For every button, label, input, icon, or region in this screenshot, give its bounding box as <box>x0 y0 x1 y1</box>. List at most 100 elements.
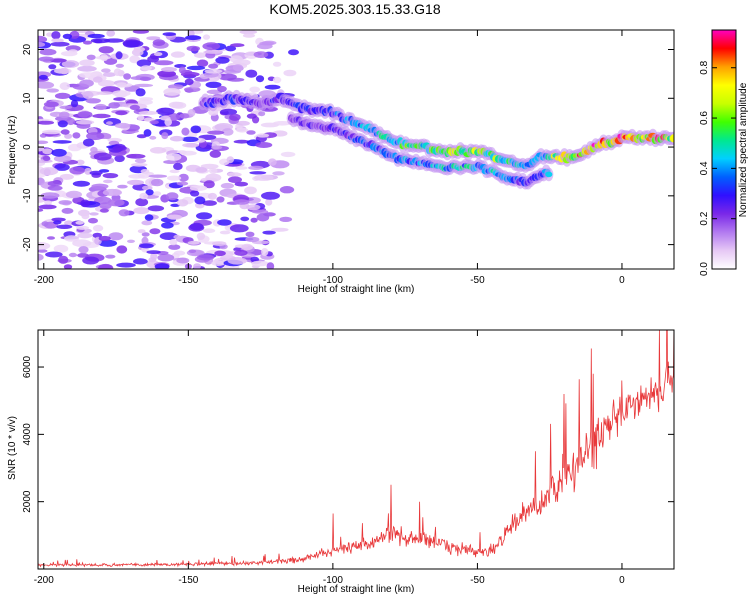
spectrogram-noise-blob <box>141 220 153 226</box>
spectrogram-noise-blob <box>128 174 145 179</box>
spectrogram-noise-blob <box>77 232 93 239</box>
spectrogram-noise-blob <box>151 178 164 187</box>
snr-series-line <box>38 330 674 568</box>
spectrogram-noise-blob <box>173 162 183 170</box>
spectrogram-noise-blob <box>89 212 99 216</box>
spectrogram-noise-blob <box>154 263 170 269</box>
spectrogram-noise-blob <box>75 119 95 125</box>
spectrogram-noise-blob <box>133 258 148 265</box>
spectrogram-noise-blob <box>66 117 76 126</box>
spectrogram-noise-blob <box>219 230 231 235</box>
snr-plot-area <box>38 330 674 569</box>
spectrogram-noise-blob <box>136 134 147 139</box>
spectrogram-noise-blob <box>167 175 182 181</box>
spectrogram-noise-blob <box>139 76 152 81</box>
spectrogram-noise-blob <box>176 181 189 186</box>
spectrogram-noise-blob <box>176 199 189 207</box>
spectrogram-noise-blob <box>141 232 150 237</box>
spectrogram-noise-blob <box>47 185 63 191</box>
spectrogram-noise-blob <box>61 60 80 68</box>
x-tick-label: 0 <box>619 575 625 586</box>
spectrogram-noise-blob <box>96 91 113 95</box>
spectrogram-noise-blob <box>196 212 213 220</box>
spectrogram-noise-blob <box>195 167 208 173</box>
spectrogram-noise-blob <box>228 176 242 183</box>
spectrogram-noise-blob <box>149 135 157 140</box>
spectrogram-noise-blob <box>196 254 215 261</box>
spectrogram-frame <box>37 29 675 270</box>
spectrogram-noise-blob <box>208 167 218 174</box>
spectrogram-noise-blob <box>86 54 96 60</box>
spectrogram-noise-blob <box>220 108 238 116</box>
spectrogram-noise-blob <box>283 69 297 77</box>
spectrogram-noise-blob <box>157 70 177 78</box>
spectrogram-noise-blob <box>240 216 250 222</box>
spectrogram-noise-blob <box>264 84 281 90</box>
spectrogram-noise-blob <box>86 132 105 141</box>
spectrogram-noise-blob <box>168 244 181 250</box>
spectrogram-noise-blob <box>48 64 57 70</box>
spectrogram-noise-blob <box>114 155 125 163</box>
spectrogram-noise-blob <box>143 129 152 137</box>
spectrogram-noise-blob <box>159 232 178 241</box>
spectrogram-noise-blob <box>137 229 146 234</box>
spectrogram-noise-blob <box>54 92 71 99</box>
spectrogram-noise-blob <box>39 167 59 176</box>
y-tick-label: -20 <box>22 237 33 252</box>
spectrogram-noise-blob <box>166 214 183 220</box>
x-tick-label: -150 <box>178 275 198 286</box>
colorbar-gradient <box>711 29 737 270</box>
colorbar-tick-label: 0.4 <box>699 161 710 175</box>
spectrogram-noise-blob <box>115 51 123 60</box>
spectrogram-noise-blob <box>162 32 177 36</box>
x-tick-label: -50 <box>470 275 485 286</box>
spectrogram-noise-blob <box>56 224 73 229</box>
spectrogram-noise-blob <box>108 102 120 109</box>
spectrogram-noise-blob <box>245 231 255 237</box>
spectrogram-noise-blob <box>145 189 154 196</box>
spectrogram-noise-blob <box>173 250 186 256</box>
spectrogram-noise-blob <box>41 221 49 227</box>
spectrogram-noise-blob <box>221 128 234 136</box>
spectrogram-noise-blob <box>156 107 175 116</box>
spectrogram-noise-blob <box>112 145 127 151</box>
y-tick-label: 20 <box>22 44 33 56</box>
spectrogram-noise-blob <box>233 139 250 144</box>
spectrogram-noise-blob <box>190 125 202 134</box>
spectrogram-noise-blob <box>157 253 175 262</box>
spectrogram-noise-blob <box>94 103 107 111</box>
spectrogram-noise-blob <box>115 110 128 116</box>
spectrogram-noise-blob <box>69 30 80 39</box>
spectrogram-noise-blob <box>126 40 144 48</box>
spectrogram-noise-blob <box>186 65 206 71</box>
spectrogram-noise-blob <box>146 250 161 255</box>
spectrogram-noise-blob <box>72 180 90 187</box>
spectrogram-noise-blob <box>166 192 179 201</box>
spectrogram-noise-blob <box>75 159 85 165</box>
spectrogram-noise-blob <box>38 56 54 62</box>
spectrogram-noise-blob <box>135 88 146 97</box>
spectrogram-noise-blob <box>93 76 103 83</box>
spectrogram-noise-blob <box>170 51 185 58</box>
spectrogram-noise-blob <box>38 204 57 210</box>
spectrogram-noise-blob <box>98 239 118 247</box>
spectrogram-noise-blob <box>152 39 166 46</box>
spectrogram-noise-blob <box>248 165 264 170</box>
spectrogram-noise-blob <box>140 65 152 71</box>
spectrogram-ridge-blob <box>669 134 674 143</box>
x-tick-label: -100 <box>323 275 343 286</box>
spectrogram-x-label: Height of straight line (km) <box>298 284 415 295</box>
spectrogram-noise-blob <box>69 166 85 175</box>
spectrogram-noise-blob <box>85 98 102 104</box>
spectrogram-noise-blob <box>203 180 215 189</box>
spectrogram-noise-blob <box>72 132 81 139</box>
snr-panel: -200 -150 -100 -50 0 2000 4000 6000 Height of … <box>7 329 675 595</box>
spectrogram-noise-blob <box>188 249 197 253</box>
spectrogram-noise-blob <box>53 220 62 225</box>
spectrogram-noise-blob <box>65 190 82 199</box>
spectrogram-noise-blob <box>204 69 223 74</box>
y-tick-label: 4000 <box>22 423 33 446</box>
spectrogram-noise-blob <box>102 72 116 77</box>
spectrogram-noise-blob <box>77 65 97 72</box>
